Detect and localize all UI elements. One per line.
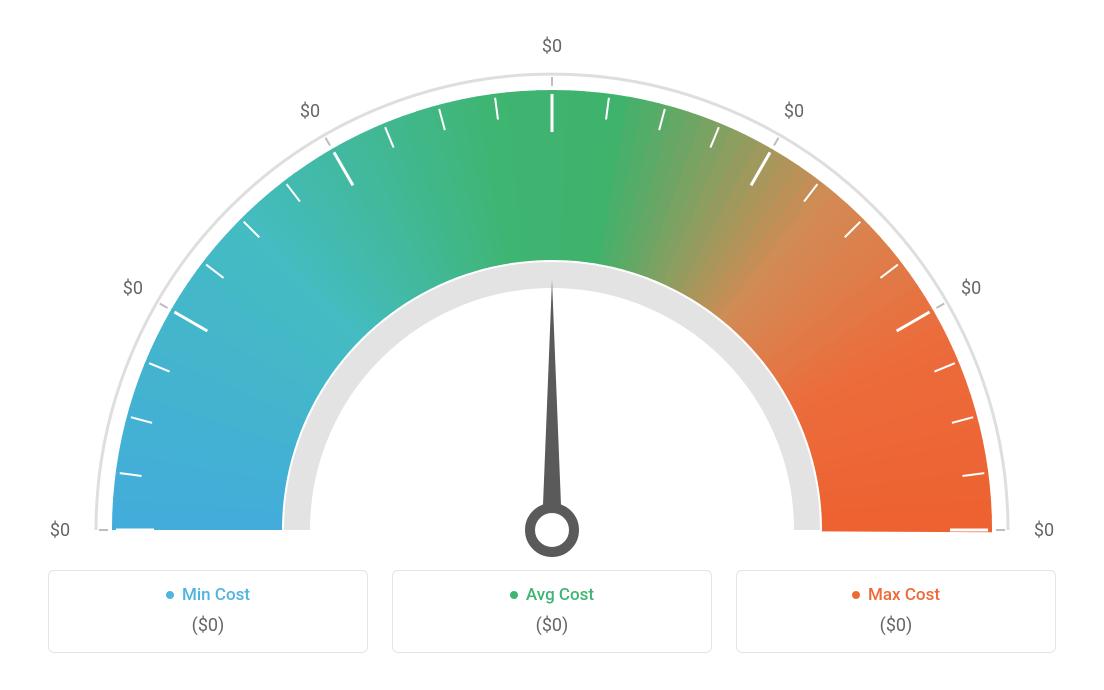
gauge-tick-label: $0 <box>123 278 143 299</box>
gauge-tick-label: $0 <box>784 101 804 122</box>
legend-value-max: ($0) <box>737 615 1055 636</box>
legend-card-min: Min Cost ($0) <box>48 570 368 653</box>
gauge-needle <box>542 280 562 530</box>
gauge-svg: $0 $0 $0 $0 $0 $0 $0 <box>0 0 1104 560</box>
gauge-tick-label: $0 <box>961 278 981 299</box>
gauge-needle-hub <box>530 508 574 552</box>
legend-label-min: Min Cost <box>182 585 250 605</box>
gauge-chart: $0 $0 $0 $0 $0 $0 $0 <box>0 0 1104 560</box>
legend-dot-min <box>166 591 174 599</box>
legend-dot-max <box>852 591 860 599</box>
legend-label-max: Max Cost <box>868 585 940 605</box>
legend-label-row: Max Cost <box>737 585 1055 605</box>
legend-dot-avg <box>510 591 518 599</box>
gauge-tick-label: $0 <box>1034 520 1054 541</box>
legend-label-row: Min Cost <box>49 585 367 605</box>
legend-card-avg: Avg Cost ($0) <box>392 570 712 653</box>
legend-row: Min Cost ($0) Avg Cost ($0) Max Cost ($0… <box>0 570 1104 653</box>
legend-value-min: ($0) <box>49 615 367 636</box>
legend-card-max: Max Cost ($0) <box>736 570 1056 653</box>
gauge-tick-label: $0 <box>300 101 320 122</box>
legend-label-avg: Avg Cost <box>526 585 594 605</box>
gauge-tick-label: $0 <box>50 520 70 541</box>
gauge-tick-label: $0 <box>542 36 562 57</box>
legend-label-row: Avg Cost <box>393 585 711 605</box>
legend-value-avg: ($0) <box>393 615 711 636</box>
